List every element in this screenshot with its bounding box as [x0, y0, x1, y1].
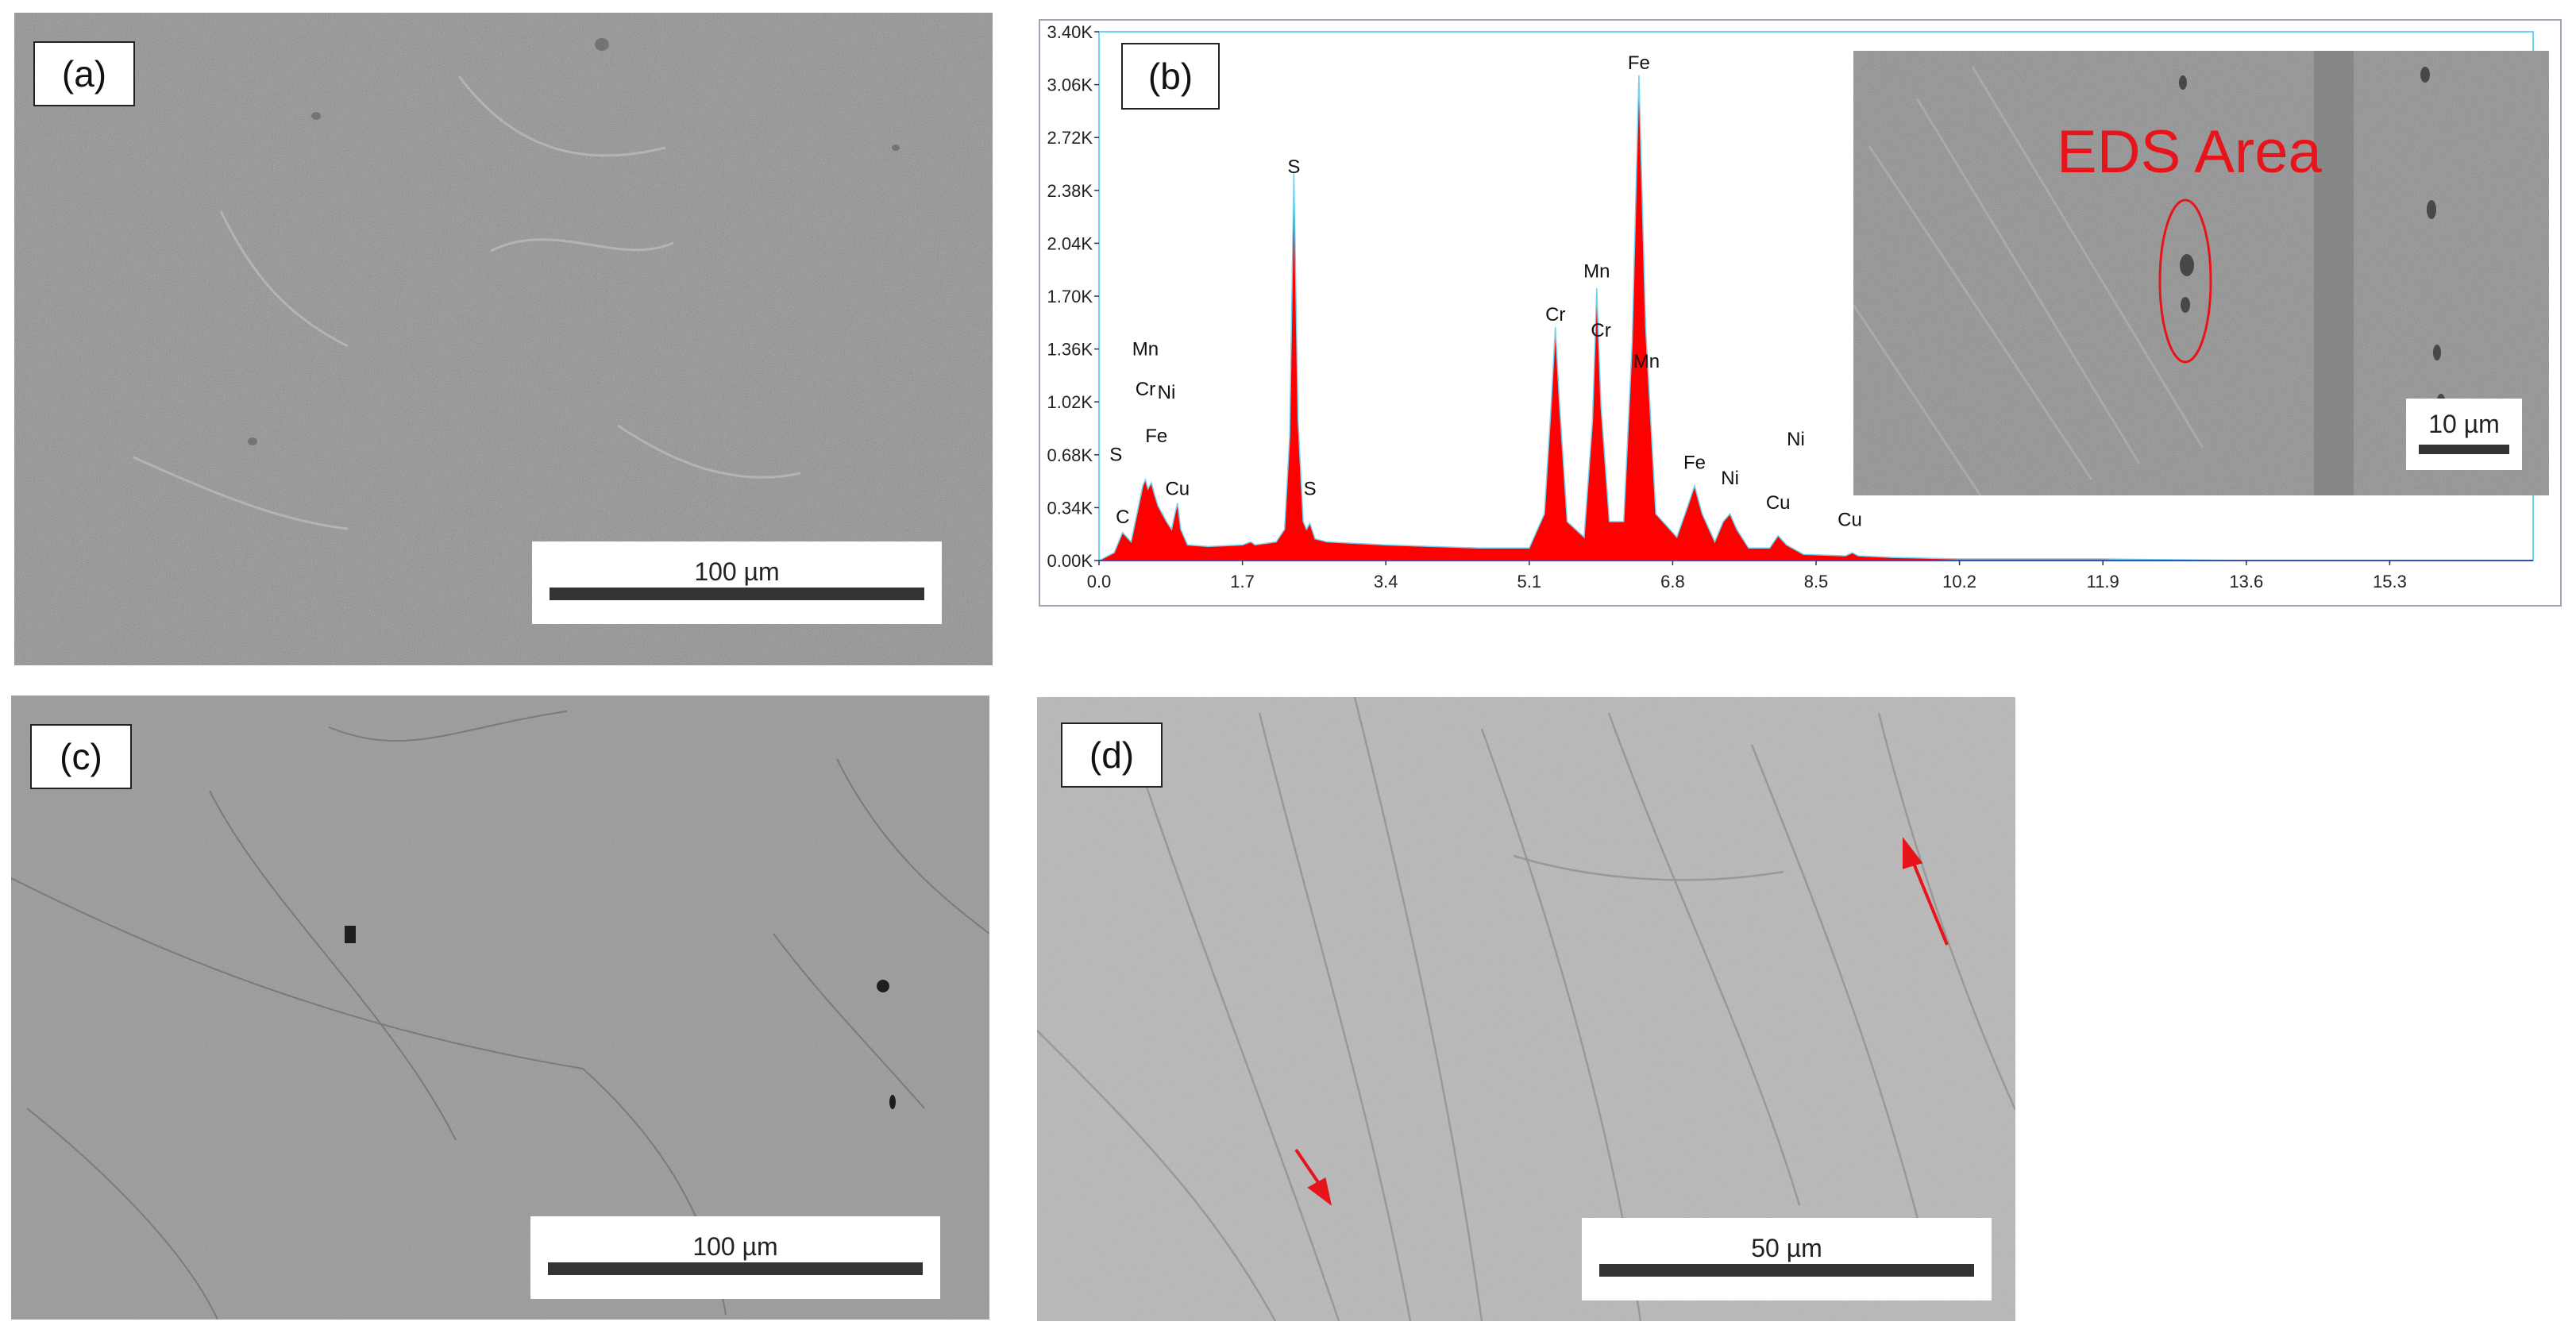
x-tick-label: 1.7	[1230, 572, 1255, 591]
scale-bar-c: 100 µm	[530, 1216, 940, 1299]
peak-label: Cr	[1591, 320, 1610, 341]
scale-text-a: 100 µm	[694, 557, 780, 586]
y-tick-label: 1.36K	[1047, 340, 1093, 360]
scale-bar-inset: 10 µm	[2406, 399, 2522, 470]
scale-line-inset	[2419, 445, 2509, 454]
x-tick-label: 10.2	[1942, 572, 1976, 591]
panel-label-b: (b)	[1121, 43, 1220, 110]
peak-label: Mn	[1633, 351, 1660, 372]
eds-inset-image: EDS Area 10 µm	[1853, 51, 2549, 495]
sem-image-a: (a) 100 µm	[14, 13, 993, 665]
spectrum-area	[1098, 75, 2533, 561]
scale-line-c	[548, 1262, 923, 1275]
x-tick-label: 6.8	[1660, 572, 1685, 591]
scale-text-c: 100 µm	[692, 1232, 778, 1261]
peak-label: Cu	[1838, 510, 1862, 531]
peak-label: Cr	[1545, 304, 1565, 326]
peak-label: Cu	[1766, 492, 1791, 514]
sem-image-d: (d) 50 µm	[1037, 697, 2015, 1321]
eds-spectrum-panel: 0.00K 0.34K 0.68K 1.02K 1.36K 1.70K 2.04K 2.38K…	[1039, 19, 2562, 607]
peak-label: Ni	[1787, 429, 1805, 450]
y-tick-label: 2.72K	[1047, 128, 1093, 148]
scale-line-a	[550, 588, 924, 600]
scale-bar-a: 100 µm	[532, 541, 942, 624]
panel-label-a: (a)	[33, 41, 135, 106]
x-tick-label: 0.0	[1087, 572, 1112, 591]
peak-label: Fe	[1683, 452, 1706, 473]
scale-bar-d: 50 µm	[1582, 1218, 1992, 1300]
x-tick-label: 3.4	[1374, 572, 1398, 591]
x-tick-label: 13.6	[2229, 572, 2263, 591]
x-tick-label: 8.5	[1804, 572, 1829, 591]
y-tick-label: 0.34K	[1047, 498, 1093, 518]
sem-texture-c	[11, 695, 989, 1320]
scale-line-d	[1599, 1264, 1974, 1277]
y-tick-label: 3.06K	[1047, 75, 1093, 95]
red-arrows	[1294, 837, 1949, 1206]
peak-label: Cu	[1165, 479, 1190, 500]
panel-label-d: (d)	[1061, 722, 1163, 788]
scale-text-d: 50 µm	[1751, 1234, 1822, 1262]
peak-label: S	[1304, 479, 1317, 500]
peak-label: Ni	[1721, 468, 1739, 489]
y-tick-label: 2.04K	[1047, 233, 1093, 253]
panel-label-c: (c)	[30, 724, 132, 789]
peak-label: Fe	[1145, 426, 1167, 447]
sem-texture-a	[14, 13, 993, 665]
x-tick-label: 15.3	[2373, 572, 2407, 591]
peak-label: Mn	[1132, 338, 1159, 360]
sem-image-c: (c) 100 µm	[11, 695, 989, 1320]
y-tick-label: 0.68K	[1047, 445, 1093, 465]
y-tick-label: 1.70K	[1047, 287, 1093, 306]
y-tick-label: 3.40K	[1047, 22, 1093, 42]
y-tick-label: 0.00K	[1047, 551, 1093, 571]
x-tick-label: 5.1	[1517, 572, 1542, 591]
eds-area-title: EDS Area	[2057, 118, 2322, 186]
eds-area-marker	[2158, 198, 2212, 364]
peak-label: Cr	[1136, 379, 1155, 400]
scale-text-inset: 10 µm	[2428, 410, 2500, 438]
peak-label: S	[1287, 156, 1300, 178]
peak-label: S	[1109, 444, 1122, 465]
y-tick-label: 1.02K	[1047, 392, 1093, 412]
sem-texture-d	[1037, 697, 2015, 1321]
peak-label: C	[1116, 507, 1129, 528]
x-tick-label: 11.9	[2087, 572, 2119, 591]
peak-label: Ni	[1158, 382, 1176, 403]
peak-label: Mn	[1583, 260, 1610, 282]
peak-label: Fe	[1628, 52, 1650, 74]
eds-spectrum-chart: 0.00K 0.34K 0.68K 1.02K 1.36K 1.70K 2.04K 2.38K…	[1047, 22, 2534, 591]
y-tick-label: 2.38K	[1047, 181, 1093, 201]
